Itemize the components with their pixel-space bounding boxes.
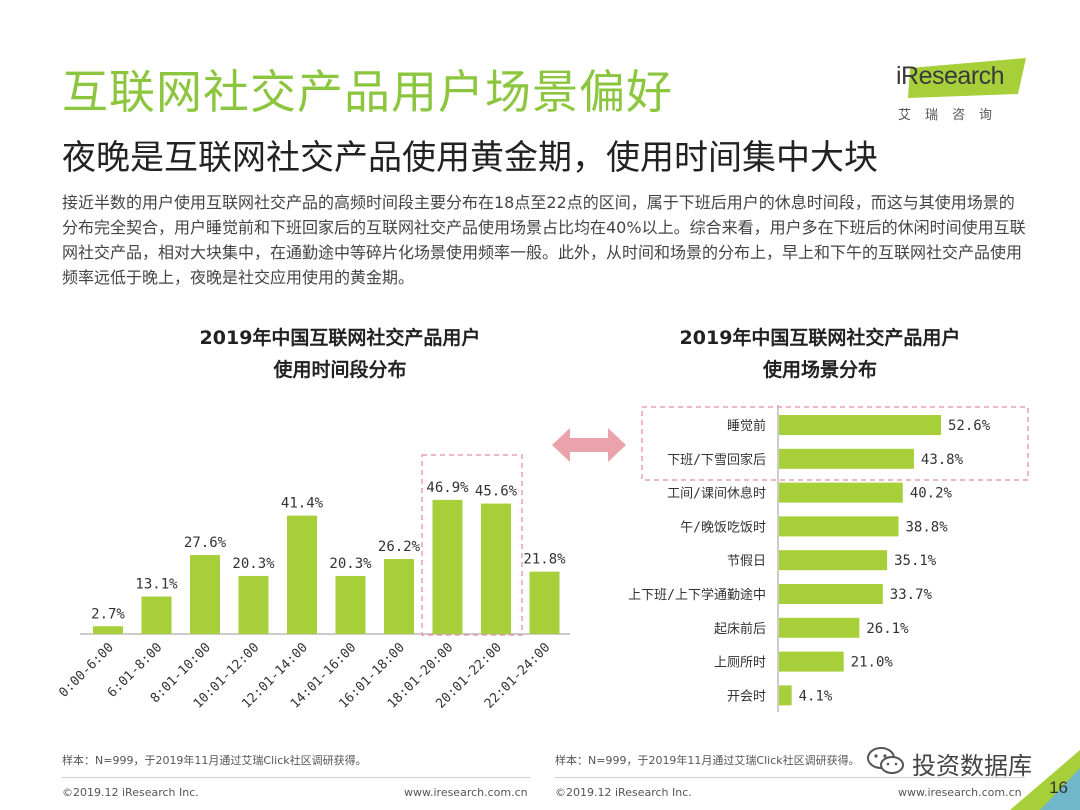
right-bar-5 <box>779 584 883 604</box>
left-bar-9 <box>529 571 560 634</box>
right-bar-label-6: 26.1% <box>866 621 909 637</box>
left-chart-title-line2: 使用时间段分布 <box>273 359 407 381</box>
left-bar-5 <box>335 575 366 634</box>
left-bar-1 <box>141 596 172 634</box>
right-bar-7 <box>779 651 844 672</box>
right-category-label-8: 开会时 <box>727 689 766 704</box>
left-bar-6 <box>384 559 414 634</box>
left-bar-7 <box>432 499 463 634</box>
right-category-label-7: 上厕所时 <box>714 656 766 671</box>
logo-cn-text: 艾瑞咨询 <box>898 108 1007 123</box>
right-bar-label-2: 40.2% <box>910 486 953 502</box>
right-bar-2 <box>779 482 903 503</box>
logo-band-icon <box>908 58 1026 98</box>
corner-accent <box>1010 750 1080 810</box>
left-bar-2 <box>190 555 220 634</box>
left-chart-title: 2019年中国互联网社交产品用户 使用时间段分布 <box>135 322 545 386</box>
left-bar-label-1: 13.1% <box>135 577 178 593</box>
right-chart-title: 2019年中国互联网社交产品用户 使用场景分布 <box>615 322 1025 386</box>
logo-text: iResearch <box>896 62 1005 90</box>
left-bar-3 <box>238 575 269 634</box>
watermark-text: 投资数据库 <box>912 752 1032 780</box>
left-bar-label-8: 45.6% <box>475 484 518 500</box>
right-footer-divider <box>555 777 1025 778</box>
right-bar-label-8: 4.1% <box>799 688 833 704</box>
right-category-label-1: 下班/下雪回家后 <box>667 452 766 468</box>
right-bar-0 <box>779 415 942 435</box>
right-copyright: ©2019.12 iResearch Inc. <box>555 786 692 799</box>
right-highlight-box <box>641 406 1029 481</box>
page-title: 互联网社交产品用户场景偏好 <box>62 65 673 119</box>
right-category-label-2: 工间/课间休息时 <box>667 486 766 502</box>
right-category-label-4: 节假日 <box>727 554 766 569</box>
right-category-label-0: 睡觉前 <box>727 418 766 434</box>
left-sample-note: 样本：N=999，于2019年11月通过艾瑞Click社区调研获得。 <box>62 754 367 767</box>
left-bar-0 <box>93 626 123 634</box>
left-bar-label-3: 20.3% <box>232 556 275 572</box>
right-bar-label-3: 38.8% <box>906 519 949 535</box>
right-bar-label-0: 52.6% <box>948 418 991 434</box>
left-bar-8 <box>481 503 511 634</box>
left-footer-divider <box>62 777 530 778</box>
right-chart-title-line2: 使用场景分布 <box>762 359 877 381</box>
left-bar-label-4: 41.4% <box>281 496 324 512</box>
right-bar-label-4: 35.1% <box>894 553 937 569</box>
right-bar-8 <box>779 685 792 706</box>
left-bar-4 <box>287 515 317 634</box>
iresearch-logo: iResearch 艾瑞咨询 <box>890 58 1030 128</box>
right-category-label-5: 上下班/上下学通勤途中 <box>628 587 766 603</box>
page-subtitle: 夜晚是互联网社交产品使用黄金期，使用时间集中大块 <box>62 138 878 178</box>
right-sample-note: 样本：N=999，于2019年11月通过艾瑞Click社区调研获得。 <box>555 754 860 767</box>
left-bar-label-2: 27.6% <box>184 535 227 551</box>
page-number: 16 <box>1049 778 1068 797</box>
right-website: www.iresearch.com.cn <box>898 786 1022 799</box>
right-bar-1 <box>779 448 914 469</box>
right-category-label-6: 起床前后 <box>714 621 766 637</box>
left-bar-label-7: 46.9% <box>426 480 469 496</box>
left-bar-label-5: 20.3% <box>329 556 372 572</box>
right-bar-label-7: 21.0% <box>851 655 894 671</box>
double-arrow-icon <box>552 428 626 462</box>
right-chart-title-line1: 2019年中国互联网社交产品用户 <box>679 327 961 349</box>
right-bar-label-1: 43.8% <box>921 452 964 468</box>
right-bar-6 <box>779 617 860 638</box>
wechat-icon <box>867 747 904 774</box>
left-highlight-box <box>421 454 523 636</box>
right-bar-4 <box>779 550 888 571</box>
right-category-label-3: 午/晚饭吃饭时 <box>680 519 766 535</box>
left-bar-label-6: 26.2% <box>378 539 421 555</box>
right-bar-label-5: 33.7% <box>890 587 933 603</box>
left-bar-label-9: 21.8% <box>523 552 566 568</box>
left-bar-label-0: 2.7% <box>91 606 125 622</box>
left-website: www.iresearch.com.cn <box>404 786 528 799</box>
left-chart-title-line1: 2019年中国互联网社交产品用户 <box>199 327 481 349</box>
summary-paragraph: 接近半数的用户使用互联网社交产品的高频时间段主要分布在18点至22点的区间，属于… <box>62 193 1026 287</box>
right-bar-3 <box>779 516 899 537</box>
left-copyright: ©2019.12 iResearch Inc. <box>62 786 199 799</box>
